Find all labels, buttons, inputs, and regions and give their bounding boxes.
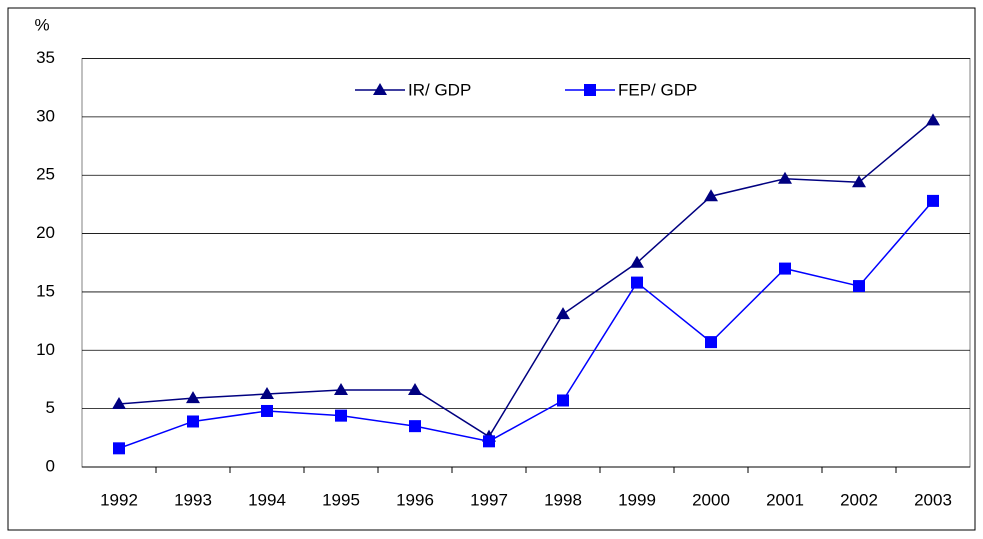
marker	[334, 382, 348, 395]
x-tick-label: 2003	[914, 490, 952, 509]
marker	[483, 435, 495, 448]
marker	[779, 262, 791, 275]
x-tick-label: 1996	[396, 490, 434, 509]
marker	[409, 420, 421, 433]
marker	[187, 415, 199, 428]
x-tick-label: 2000	[692, 490, 730, 509]
y-tick-label: 0	[46, 456, 55, 475]
x-tick-label: 2001	[766, 490, 804, 509]
marker	[926, 113, 940, 126]
marker	[408, 382, 422, 395]
legend-label: FEP/ GDP	[618, 80, 697, 99]
marker	[557, 394, 569, 407]
y-tick-label: 5	[46, 398, 55, 417]
marker	[113, 442, 125, 455]
marker	[631, 276, 643, 289]
marker	[630, 255, 644, 268]
marker	[335, 409, 347, 422]
marker	[584, 84, 596, 96]
y-tick-label: 20	[36, 223, 55, 242]
marker	[260, 387, 274, 400]
y-tick-label: 15	[36, 281, 55, 300]
marker	[186, 391, 200, 404]
x-tick-label: 1993	[174, 490, 212, 509]
marker	[704, 189, 718, 202]
y-axis-label: %	[34, 15, 49, 34]
x-tick-label: 1999	[618, 490, 656, 509]
marker	[852, 175, 866, 188]
marker	[927, 194, 939, 207]
x-tick-label: 1995	[322, 490, 360, 509]
marker	[373, 83, 387, 95]
marker	[778, 171, 792, 184]
x-tick-label: 2002	[840, 490, 878, 509]
marker	[556, 307, 570, 320]
marker	[853, 280, 865, 293]
y-tick-label: 10	[36, 340, 55, 359]
chart-border	[7, 7, 976, 531]
marker	[705, 336, 717, 349]
marker	[261, 404, 273, 417]
series-line	[118, 119, 934, 438]
marker	[112, 396, 126, 409]
series-line	[118, 200, 934, 450]
x-tick-label: 1997	[470, 490, 508, 509]
y-tick-label: 35	[36, 48, 55, 67]
x-tick-label: 1992	[100, 490, 138, 509]
y-tick-label: 25	[36, 165, 55, 184]
legend-label: IR/ GDP	[408, 80, 471, 99]
x-tick-label: 1994	[248, 490, 286, 509]
y-tick-label: 30	[36, 106, 55, 125]
x-tick-label: 1998	[544, 490, 582, 509]
